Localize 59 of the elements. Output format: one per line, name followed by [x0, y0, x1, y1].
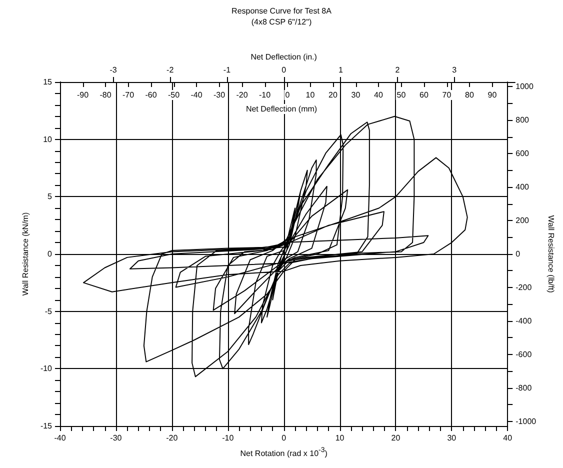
- x-tick-label: 0: [282, 434, 287, 442]
- x-tick-label: 20: [328, 90, 338, 100]
- x-tick-label: -20: [236, 90, 248, 100]
- x-tick-label: 80: [465, 90, 474, 100]
- x-tick-label: 70: [442, 90, 452, 100]
- y-axis-title: Wall Resistance (kN/m): [21, 212, 30, 296]
- y2-tick-label: 400: [516, 182, 530, 192]
- x-tick-label: -80: [100, 90, 112, 100]
- x-tick-label: 90: [488, 90, 498, 100]
- y2-tick-label: 200: [516, 216, 530, 226]
- x-tick-label: 40: [503, 434, 513, 442]
- x-tick-label: 0: [285, 90, 290, 100]
- x-tick-label: -30: [213, 90, 226, 100]
- x-tick-label: -40: [54, 434, 66, 442]
- x-tick-label: 60: [420, 90, 429, 100]
- y2-tick-label: -600: [516, 350, 532, 359]
- y2-tick-label: 600: [516, 149, 530, 158]
- y2-tick-label: -200: [516, 282, 532, 292]
- y2-tick-label: 0: [516, 250, 521, 258]
- y-tick-label: -5: [44, 306, 53, 316]
- y-tick-label: -15: [40, 422, 53, 430]
- x2-tick-label: -2: [166, 66, 174, 74]
- x-tick-label: -20: [166, 434, 178, 442]
- y-tick-label: -10: [40, 364, 53, 374]
- x2-tick-label: 0: [282, 66, 287, 74]
- x-tick-label: 40: [374, 90, 384, 100]
- x-tick-label: 30: [447, 434, 457, 442]
- y2-tick-label: -800: [516, 383, 532, 392]
- x-tick-label: -10: [258, 90, 272, 100]
- chart-subtitle: (4x8 CSP 6"/12"): [251, 18, 312, 26]
- x-axis-title: Net Deflection (mm): [246, 104, 318, 114]
- x2-tick-label: 1: [338, 66, 344, 74]
- y2-tick-label: -400: [516, 316, 532, 326]
- y-tick-label: 10: [43, 134, 53, 144]
- y2-tick-label: -1000: [516, 416, 537, 426]
- y-tick-label: 15: [43, 78, 53, 86]
- x2-tick-label: 3: [452, 66, 458, 74]
- x-tick-label: -50: [168, 90, 180, 100]
- x-tick-label: 10: [335, 434, 345, 442]
- x-tick-label: 50: [396, 90, 406, 100]
- y-tick-label: 0: [48, 250, 53, 258]
- x-tick-label: 10: [306, 90, 316, 100]
- x2-tick-label: -3: [110, 66, 118, 74]
- y2-tick-label: 800: [516, 116, 530, 125]
- x2-tick-label: -1: [223, 66, 232, 74]
- y2-axis-title: Wall Resistance (lb/ft): [546, 215, 556, 294]
- x-tick-label: -70: [122, 90, 135, 100]
- y2-tick-label: 1000: [516, 82, 534, 92]
- x2-tick-label: 2: [395, 66, 400, 74]
- chart-title: Response Curve for Test 8A: [232, 6, 332, 16]
- x-tick-label: 20: [391, 434, 401, 442]
- x-tick-label: -90: [76, 90, 90, 100]
- x-tick-label: -10: [222, 434, 234, 442]
- x-tick-label: -60: [145, 90, 158, 100]
- x-tick-label: -40: [190, 90, 203, 100]
- x-tick-label: 30: [351, 90, 361, 100]
- x2-axis-title: Net Deflection (in.): [250, 52, 318, 62]
- y-tick-label: 5: [48, 192, 53, 202]
- x-tick-label: -30: [110, 434, 122, 442]
